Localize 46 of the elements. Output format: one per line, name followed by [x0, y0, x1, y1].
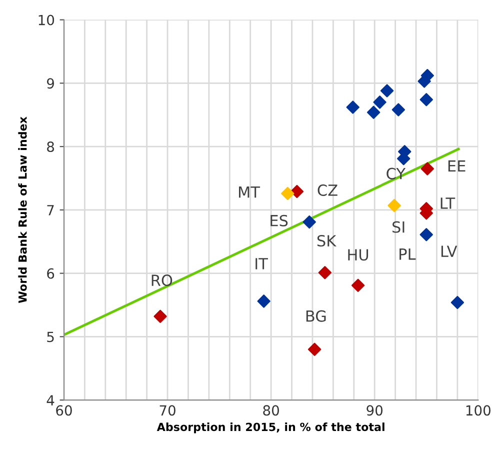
point — [392, 103, 406, 116]
point — [450, 296, 464, 310]
point — [380, 84, 394, 98]
point — [420, 93, 433, 106]
annotation: PL — [400, 248, 416, 260]
y-axis-title: World Bank Rule of Law index — [18, 116, 27, 304]
annotation: MT — [238, 186, 260, 198]
annotation: CY — [386, 168, 406, 180]
y-tick-label: 10 — [38, 14, 54, 26]
y-tick-label: 7 — [47, 205, 54, 216]
point — [281, 186, 294, 200]
point — [318, 266, 332, 280]
y-tick-label: 8 — [47, 142, 54, 152]
annotation: SI — [392, 221, 404, 233]
annotation: LT — [440, 198, 456, 209]
annotation: ES — [270, 214, 288, 226]
y-tick-label: 9 — [46, 78, 54, 89]
x-tick-label: 80 — [263, 405, 279, 416]
y-tick-label: 6 — [47, 268, 54, 279]
point — [388, 198, 401, 212]
point — [302, 215, 316, 229]
annotation: CZ — [318, 184, 338, 196]
x-tick-label: 90 — [366, 405, 383, 416]
annotation: HU — [348, 249, 368, 261]
x-tick-label: 100 — [466, 405, 490, 416]
point — [373, 96, 386, 109]
x-tick-label: 70 — [160, 405, 176, 416]
point — [351, 278, 365, 292]
annotation: LV — [441, 246, 458, 257]
annotation: IT — [256, 258, 268, 270]
y-tick-label: 4 — [46, 395, 54, 406]
annotation: RO — [152, 274, 172, 286]
point — [308, 342, 322, 356]
point — [420, 228, 433, 242]
point — [154, 310, 167, 323]
y-tick-label: 5 — [47, 332, 54, 342]
x-axis-title: Absorption in 2015, in % of the total — [156, 422, 384, 434]
annotation: EE — [448, 160, 466, 172]
point — [346, 100, 360, 114]
point — [290, 184, 304, 198]
annotation: SK — [317, 234, 336, 247]
annotation: BG — [306, 310, 326, 322]
point — [366, 106, 380, 119]
x-tick-label: 60 — [56, 405, 72, 416]
point — [420, 162, 434, 176]
point — [257, 294, 270, 308]
